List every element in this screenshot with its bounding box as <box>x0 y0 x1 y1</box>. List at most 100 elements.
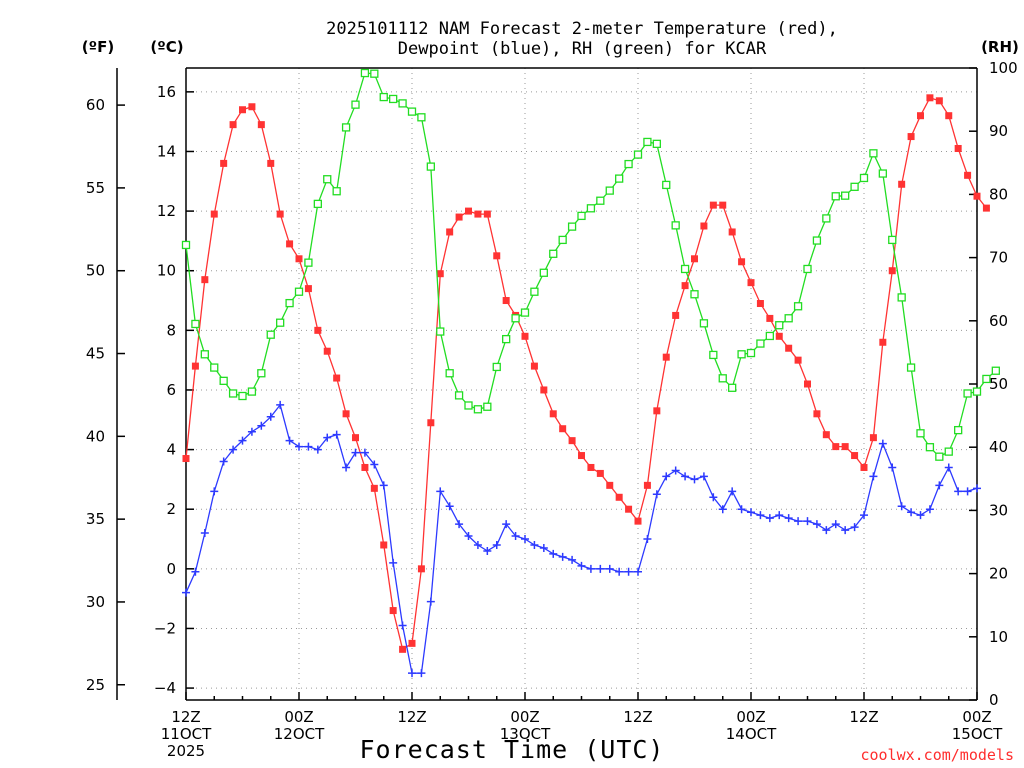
2-meter-temperature-point <box>182 455 190 463</box>
2-meter-temperature-point <box>427 419 435 427</box>
dewpoint-point <box>634 567 642 576</box>
rh-point <box>276 318 285 327</box>
2-meter-temperature-point <box>521 332 529 340</box>
dewpoint-point <box>596 564 605 573</box>
2-meter-temperature-point <box>578 452 585 460</box>
2-meter-temperature-point <box>973 192 981 200</box>
2-meter-temperature-point <box>813 410 821 418</box>
2-meter-temperature-point <box>502 297 510 305</box>
rh-point <box>567 222 577 231</box>
chart-title-line1: 2025101112 NAM Forecast 2-meter Temperat… <box>326 19 838 39</box>
celsius-tick-label: 10 <box>157 262 176 280</box>
2-meter-temperature-point <box>493 252 501 260</box>
fahrenheit-tick-label: 45 <box>86 345 105 363</box>
dewpoint-point <box>549 549 558 558</box>
dewpoint-point <box>963 487 972 496</box>
x-tick-label: 2025 <box>167 742 205 760</box>
rh-point <box>323 175 332 184</box>
site-credit: coolwx.com/models <box>860 746 1014 764</box>
2-meter-temperature-point <box>832 443 840 451</box>
dewpoint-point <box>191 567 200 576</box>
rh-point <box>916 429 925 438</box>
dewpoint-point <box>860 511 868 520</box>
dewpoint-point <box>718 505 727 514</box>
celsius-tick-label: 12 <box>157 202 176 220</box>
2-meter-temperature-point <box>530 362 538 370</box>
dewpoint-point <box>765 514 774 523</box>
2-meter-temperature-point <box>756 300 764 308</box>
fahrenheit-tick-label: 35 <box>86 510 105 528</box>
2-meter-temperature-point <box>399 645 407 653</box>
dewpoint-point <box>737 505 746 514</box>
celsius-axis-label: (ºC) <box>150 38 183 56</box>
2-meter-temperature-point <box>229 121 237 129</box>
2-meter-temperature-point <box>945 112 953 120</box>
rh-point <box>784 314 793 323</box>
rh-point <box>652 139 661 148</box>
fahrenheit-tick-label: 25 <box>86 676 105 694</box>
x-tick-label: 12Z <box>397 708 426 726</box>
rh-point <box>454 391 464 400</box>
dewpoint-point <box>850 523 859 532</box>
rh-point <box>699 319 709 328</box>
rh-point <box>925 443 935 452</box>
rh-point <box>379 92 388 102</box>
dewpoint-point <box>681 472 690 481</box>
rh-point <box>247 387 257 396</box>
2-meter-temperature-point <box>239 106 246 114</box>
rh-point <box>690 290 699 299</box>
dewpoint-point <box>530 540 539 549</box>
rh-point <box>332 187 341 196</box>
2-meter-temperature-point <box>220 159 228 167</box>
dewpoint-point <box>973 484 981 493</box>
rh-point <box>191 319 200 329</box>
rh-point <box>351 100 360 109</box>
2-meter-temperature-point <box>926 94 934 102</box>
2-meter-temperature-point <box>766 314 774 322</box>
x-tick-label: 15OCT <box>952 725 1003 743</box>
2-meter-temperature-point <box>700 222 708 230</box>
dewpoint-point <box>238 436 247 445</box>
rh-point <box>407 107 417 116</box>
dewpoint-point <box>492 540 501 549</box>
celsius-tick-label: 16 <box>157 83 176 101</box>
dewpoint-point <box>370 460 379 469</box>
rh-point <box>511 314 520 323</box>
2-meter-temperature-point <box>606 481 614 489</box>
2-meter-temperature-point <box>304 285 312 293</box>
dewpoint-point <box>276 400 285 409</box>
x-tick-label: 00Z <box>962 708 991 726</box>
rh-point <box>341 123 351 132</box>
2-meter-temperature-point <box>615 493 623 501</box>
dewpoint-point <box>756 511 765 520</box>
dewpoint-point <box>709 493 718 502</box>
rh-point <box>285 298 294 308</box>
2-meter-temperature-point <box>794 356 802 364</box>
rh-point <box>850 182 859 191</box>
rh-point <box>643 137 652 147</box>
x-tick-label: 12Z <box>849 708 878 726</box>
dewpoint-point <box>728 487 737 496</box>
rh-point <box>313 199 322 209</box>
rh-point <box>822 214 831 223</box>
fahrenheit-tick-label: 30 <box>86 593 105 611</box>
2-meter-temperature-point <box>559 425 567 433</box>
2-meter-temperature-point <box>370 484 378 492</box>
x-axis-title: Forecast Time (UTC) <box>360 735 665 764</box>
dewpoint-point <box>200 529 209 538</box>
dewpoint-point <box>794 517 803 526</box>
rh-point <box>633 150 643 159</box>
dewpoint-point <box>473 540 482 549</box>
2-meter-temperature-point <box>389 607 397 615</box>
rh-tick-label: 10 <box>989 628 1008 646</box>
dewpoint-point <box>323 433 332 442</box>
rh-point <box>436 327 445 336</box>
rh-point <box>859 173 869 183</box>
grid-layer <box>186 68 977 700</box>
rh-point <box>492 362 501 372</box>
rh-point <box>586 204 596 213</box>
dewpoint-point <box>935 481 944 490</box>
2-meter-temperature-point <box>851 452 859 460</box>
dewpoint-point <box>464 532 473 541</box>
rh-point <box>728 383 737 392</box>
